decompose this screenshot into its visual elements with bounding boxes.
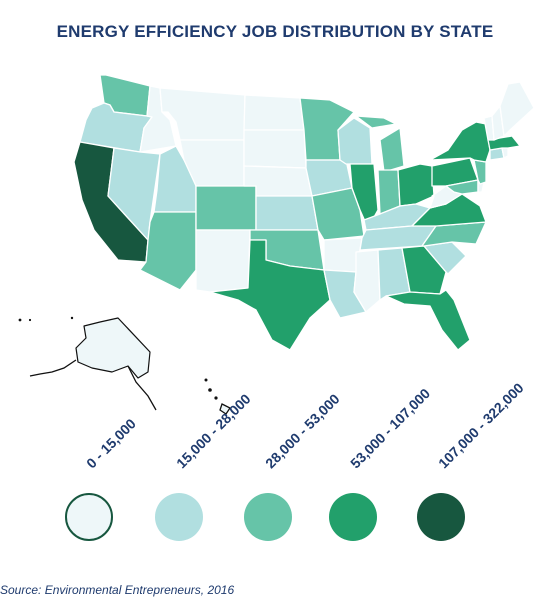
state-fl[interactable] (385, 289, 471, 351)
legend-swatch (155, 493, 203, 541)
hawaii-island (214, 396, 218, 400)
state-oh[interactable] (397, 163, 435, 207)
alaska-island (18, 318, 22, 322)
alaska-island (70, 316, 74, 320)
hawaii-island (204, 378, 208, 382)
legend-label: 0 - 15,000 (83, 415, 139, 472)
source-note: Source: Environmental Entrepreneurs, 201… (0, 583, 235, 597)
legend-item: 53,000 - 107,000 (309, 380, 433, 555)
legend-swatch (65, 493, 113, 541)
state-me[interactable] (499, 81, 535, 137)
legend: 0 - 15,000 15,000 - 28,000 28,000 - 53,0… (0, 380, 550, 555)
state-mi-upper[interactable] (355, 115, 397, 129)
state-hi[interactable] (219, 403, 231, 415)
legend-swatch (329, 493, 377, 541)
map-title: ENERGY EFFICIENCY JOB DISTRIBUTION BY ST… (56, 22, 494, 41)
state-mi[interactable] (379, 127, 405, 173)
state-nd[interactable] (243, 94, 305, 131)
state-tx[interactable] (209, 239, 331, 351)
state-ak[interactable] (75, 317, 151, 379)
state-co[interactable] (195, 185, 257, 231)
alaska-panhandle (127, 365, 157, 411)
alaska-aleutians (29, 359, 77, 377)
hawaii-island (208, 388, 212, 392)
legend-label: 107,000 - 322,000 (435, 379, 527, 472)
legend-item: 0 - 15,000 (45, 380, 139, 555)
state-ny[interactable] (429, 121, 491, 163)
state-sd[interactable] (243, 129, 307, 169)
legend-item: 28,000 - 53,000 (224, 380, 343, 555)
legend-item: 107,000 - 322,000 (397, 380, 527, 555)
legend-swatch (417, 493, 465, 541)
legend-swatch (244, 493, 292, 541)
us-map (0, 55, 550, 425)
us-map-svg (18, 74, 535, 415)
alaska-island (28, 318, 32, 322)
legend-item: 15,000 - 28,000 (135, 380, 254, 555)
state-ks[interactable] (255, 195, 319, 231)
state-md[interactable] (445, 179, 479, 195)
state-ga[interactable] (401, 245, 447, 295)
state-nm[interactable] (195, 229, 251, 293)
